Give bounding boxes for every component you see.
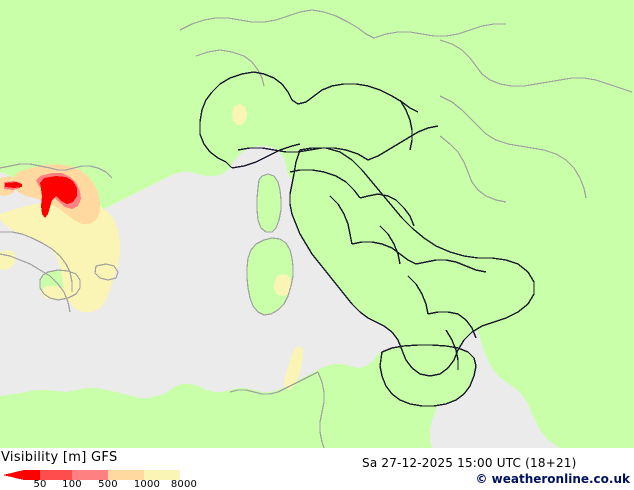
colorbar-tick-500: 500: [98, 479, 118, 490]
italy-region-borders: [199, 71, 535, 407]
colorbar-band-1000-8000: [144, 470, 180, 480]
colorbar-band-100-500: [72, 470, 108, 480]
country-borders: [0, 9, 633, 448]
colorbar-tick-50: 50: [33, 479, 47, 490]
colorbar-arrow-icon: [3, 470, 24, 480]
map-footer: Visibility [m] GFS 50 100 500 1000 8000: [0, 448, 634, 490]
landmass-corsica: [257, 174, 281, 232]
visibility-streak-tyrrhenian: [284, 346, 303, 390]
map-canvas[interactable]: [0, 0, 634, 448]
colorbar-band-50-100: [40, 470, 72, 480]
colorbar-tick-8000: 8000: [170, 479, 198, 490]
landmass-europe: [0, 0, 634, 448]
visibility-patch-piedmont: [232, 104, 247, 125]
colorbar-tick-1000: 1000: [133, 479, 161, 490]
landmass-north-africa: [0, 350, 442, 448]
copyright-notice: © weatheronline.co.uk: [475, 472, 630, 486]
legend-title: Visibility [m] GFS: [1, 450, 118, 465]
visibility-core-west-streak: [5, 182, 22, 188]
colorbar-tick-100: 100: [62, 479, 82, 490]
forecast-run-info: Sa 27-12-2025 15:00 UTC (18+21): [362, 456, 577, 470]
visibility-patch-sardinia: [274, 274, 292, 296]
visibility-field-below-50: [40, 176, 77, 218]
visibility-map[interactable]: [0, 0, 634, 448]
colorbar-band-500-1000: [108, 470, 144, 480]
colorbar-graphic: [3, 470, 180, 480]
colorbar-band-below-50: [24, 470, 40, 480]
visibility-colorbar[interactable]: 50 100 500 1000 8000: [0, 468, 200, 490]
